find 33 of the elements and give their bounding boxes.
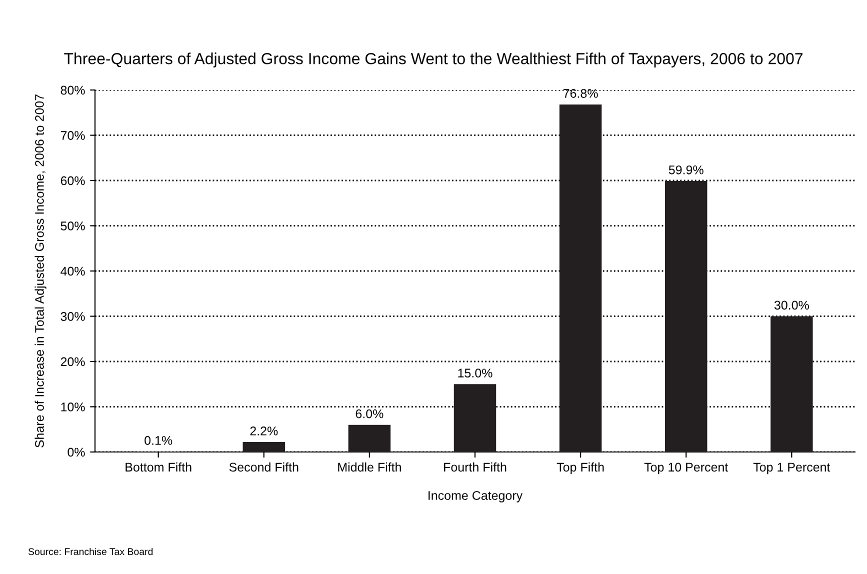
x-tick-label: Middle Fifth (338, 462, 401, 472)
source-note: Source: Franchise Tax Board (28, 548, 153, 556)
x-tick-label: Top Fifth (556, 462, 604, 474)
bar (770, 316, 813, 452)
x-axis-title: Income Category (428, 491, 523, 502)
chart-title: Three-Quarters of Adjusted Gross Income Gains Went to the Wealthiest Fifth of Taxpayers, 2006 to 2007 (64, 52, 803, 68)
bar (348, 424, 391, 452)
data-label: 30.0% (774, 300, 809, 310)
y-tick-label: 50% (60, 222, 85, 230)
y-tick-label: 0% (68, 448, 85, 457)
bar (559, 104, 602, 452)
data-label: 15.0% (458, 368, 492, 378)
data-label: 6.0% (356, 409, 384, 418)
data-label: 76.8% (563, 88, 598, 98)
y-tick-label: 80% (60, 86, 85, 95)
y-tick-label: 20% (60, 357, 85, 366)
x-tick-label: Bottom Fifth (126, 462, 192, 472)
y-tick-label: 10% (61, 402, 85, 412)
y-tick-label: 70% (60, 131, 85, 140)
data-label: 59.9% (668, 165, 704, 174)
x-tick-label: Top 10 Percent (644, 462, 728, 474)
y-tick-label: 60% (60, 176, 85, 186)
y-tick-label: 40% (60, 266, 85, 276)
data-label: 2.2% (250, 426, 278, 436)
bar (454, 384, 496, 452)
x-tick-label: Top 1 Percent (753, 462, 830, 474)
x-tick-label: Fourth Fifth (444, 462, 506, 472)
data-label: 0.1% (144, 436, 172, 445)
x-tick-label: Second Fifth (229, 462, 298, 472)
bar (242, 442, 285, 452)
y-tick-label: 30% (60, 312, 85, 321)
y-axis-title: Share of Increase in Total Adjusted Gross Income, 2006 to 2007 (34, 94, 46, 448)
bar (665, 180, 708, 452)
